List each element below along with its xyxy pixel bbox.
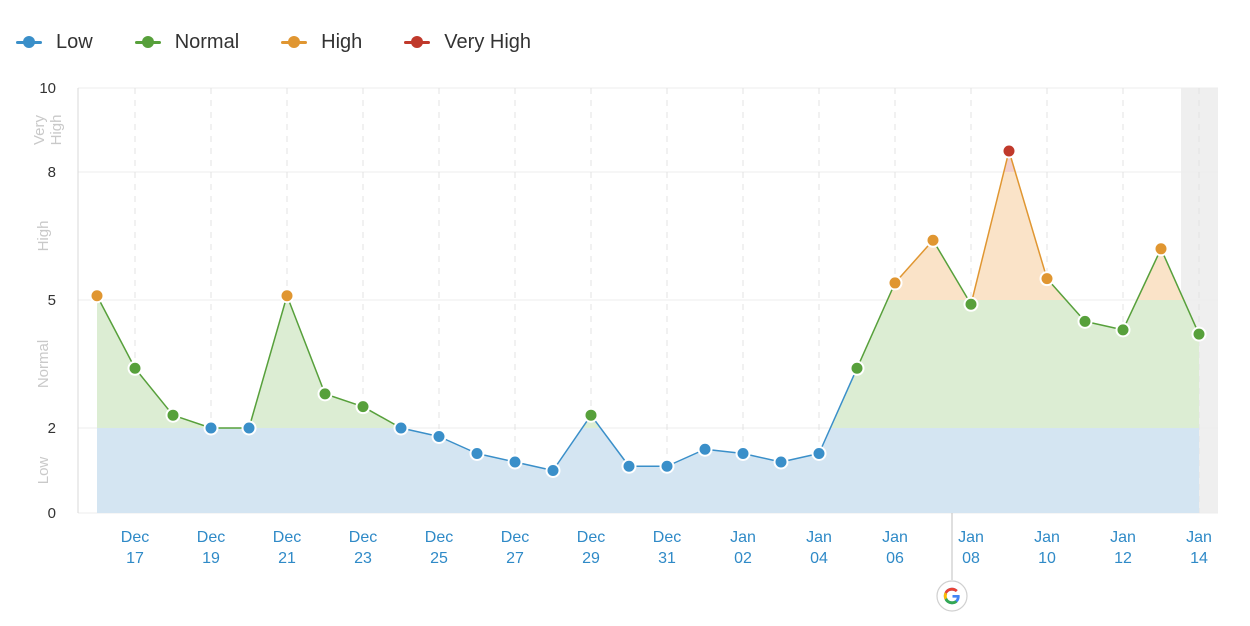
series-segment: [1122, 248, 1162, 331]
area-normal: [97, 300, 1199, 428]
data-point: [165, 407, 181, 423]
band-label: VeryHigh: [31, 114, 65, 145]
chart-legend: Low Normal High Very High: [16, 24, 573, 60]
legend-item-normal[interactable]: Normal: [134, 30, 240, 54]
data-point: [89, 288, 105, 304]
data-point: [545, 463, 561, 478]
series-segment: [970, 150, 1010, 305]
legend-item-low[interactable]: Low: [16, 31, 93, 54]
data-point: [849, 360, 865, 376]
data-point: [431, 429, 447, 444]
area-high: [97, 172, 1184, 300]
x-tick-label: Dec 31: [653, 529, 681, 567]
x-tick-label: Jan 08: [958, 529, 984, 567]
series-segment: [1046, 278, 1086, 322]
y-tick-label: 0: [48, 505, 56, 522]
x-tick-label: Dec 21: [273, 529, 301, 567]
legend-item-very-high[interactable]: Very High: [404, 31, 531, 54]
legend-label: Normal: [174, 30, 240, 53]
data-point: [317, 386, 333, 402]
data-point: [1077, 313, 1093, 329]
data-point: [393, 420, 409, 436]
data-point: [659, 458, 675, 474]
google-g-icon[interactable]: [936, 580, 968, 612]
legend-swatch: [134, 32, 161, 52]
legend-swatch: [16, 32, 42, 52]
x-tick-label: Jan 02: [730, 529, 756, 567]
data-point: [621, 458, 637, 474]
band-label: Normal: [35, 340, 52, 388]
data-point: [241, 420, 257, 436]
data-point: [811, 446, 827, 461]
area-very-high: [1003, 151, 1016, 172]
y-tick-label: 10: [39, 80, 56, 97]
area-low: [97, 428, 1199, 513]
x-tick-label: Jan 10: [1034, 529, 1060, 567]
x-tick-label: Dec 25: [425, 529, 453, 567]
data-point: [887, 275, 903, 291]
data-point: [583, 407, 599, 423]
x-tick-label: Dec 19: [197, 529, 225, 567]
x-tick-label: Jan 06: [882, 529, 908, 567]
google-g-yellow: [943, 592, 948, 600]
series-segment: [590, 414, 630, 467]
series-segment: [248, 295, 288, 429]
data-point: [735, 446, 751, 461]
x-tick-label: Jan 04: [806, 529, 832, 567]
x-tick-label: Jan 14: [1186, 529, 1212, 567]
data-point: [1039, 271, 1055, 287]
google-badge: [936, 580, 968, 612]
series-segment: [1160, 248, 1200, 335]
series-segment: [818, 367, 858, 454]
data-point: [697, 441, 713, 457]
data-point: [925, 232, 941, 248]
x-tick-label: Dec 23: [349, 529, 377, 567]
data-point: [279, 288, 295, 304]
series-segment: [134, 367, 174, 416]
series-segment: [1008, 150, 1048, 279]
data-point: [1115, 322, 1131, 338]
x-tick-label: Dec 27: [501, 529, 529, 567]
y-tick-label: 5: [48, 292, 56, 309]
data-point: [963, 296, 979, 312]
data-point: [773, 454, 789, 470]
google-g-red: [944, 587, 958, 596]
series-segment: [96, 295, 136, 369]
data-point: [1191, 326, 1207, 342]
series-segment: [894, 239, 934, 284]
y-tick-label: 8: [48, 164, 56, 181]
series-segment: [932, 239, 972, 305]
band-label: High: [35, 221, 52, 252]
google-g-green: [944, 597, 958, 605]
legend-label: Very High: [444, 30, 532, 53]
data-point: [203, 420, 219, 436]
x-tick-label: Jan 12: [1110, 529, 1136, 567]
data-point: [469, 446, 485, 461]
y-tick-label: 2: [48, 420, 56, 437]
data-point: [507, 454, 523, 470]
series-segment: [552, 414, 592, 471]
data-point: [1001, 143, 1017, 159]
legend-label: Low: [56, 30, 93, 53]
series-segment: [856, 282, 896, 369]
legend-swatch: [404, 32, 431, 52]
legend-label: High: [321, 30, 363, 53]
legend-swatch: [281, 32, 308, 52]
data-point: [1153, 241, 1169, 257]
series-segment: [286, 295, 326, 395]
data-point: [355, 399, 371, 415]
x-tick-label: Dec 29: [577, 529, 605, 567]
x-tick-label: Dec 17: [121, 529, 149, 567]
data-point: [127, 360, 143, 376]
legend-item-high[interactable]: High: [281, 31, 362, 54]
band-label: Low: [35, 457, 52, 485]
